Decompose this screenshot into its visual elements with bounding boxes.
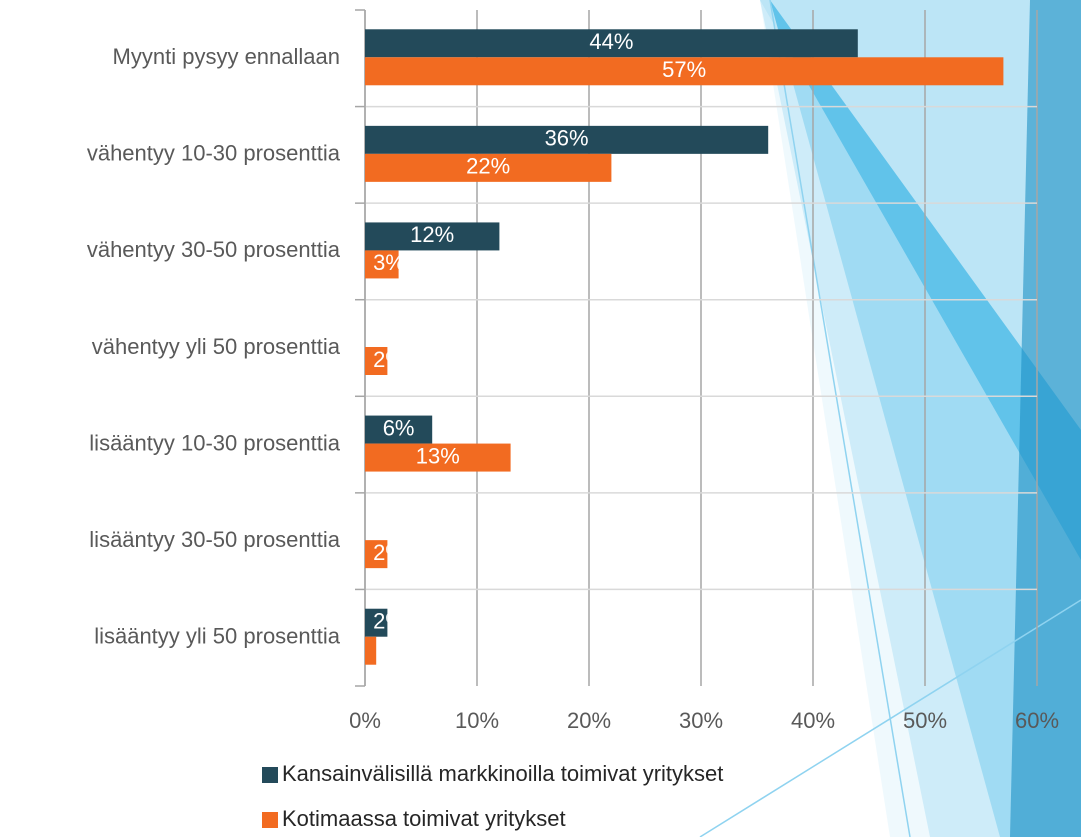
x-tick-label: 50% [903,708,947,733]
data-label: 2% [373,347,405,372]
data-label: 2% [373,540,405,565]
legend-swatch [262,767,278,783]
category-label: lisääntyy yli 50 prosenttia [94,624,341,649]
category-label: vähentyy yli 50 prosenttia [92,334,341,359]
category-label: lisääntyy 10-30 prosenttia [89,430,340,455]
legend-swatch [262,812,278,828]
data-label: 13% [416,443,460,468]
legend-label: Kansainvälisillä markkinoilla toimivat y… [282,761,723,786]
x-tick-label: 20% [567,708,611,733]
bar [365,222,500,251]
decor-shape [760,0,1081,837]
x-tick-label: 0% [349,708,381,733]
category-label: vähentyy 30-50 prosenttia [87,237,341,262]
bar [365,153,612,182]
bar [365,347,388,375]
data-label: 44% [589,29,633,54]
x-tick-label: 40% [791,708,835,733]
category-label: Myynti pysyy ennallaan [113,44,340,69]
bar [365,250,399,279]
category-label: vähentyy 10-30 prosenttia [87,141,341,166]
data-label: 12% [410,222,454,247]
bar [365,540,388,569]
data-label: 3% [373,250,405,275]
decor-shape [1010,0,1081,837]
bar [365,443,511,472]
data-label: 22% [466,154,510,179]
bar [365,636,377,665]
data-label: 36% [545,126,589,151]
bar [365,57,1004,86]
x-tick-label: 10% [455,708,499,733]
data-label: 57% [662,57,706,82]
decor-line [769,0,911,837]
data-label: 6% [383,415,415,440]
bar [365,415,433,444]
bar [365,608,388,637]
bar [365,125,769,154]
x-tick-label: 30% [679,708,723,733]
background-decor [699,0,1081,837]
bar [365,29,858,58]
x-tick-label: 60% [1015,708,1059,733]
data-label: 2% [373,609,405,634]
legend-label: Kotimaassa toimivat yritykset [282,806,566,831]
category-label: lisääntyy 30-50 prosenttia [89,527,340,552]
